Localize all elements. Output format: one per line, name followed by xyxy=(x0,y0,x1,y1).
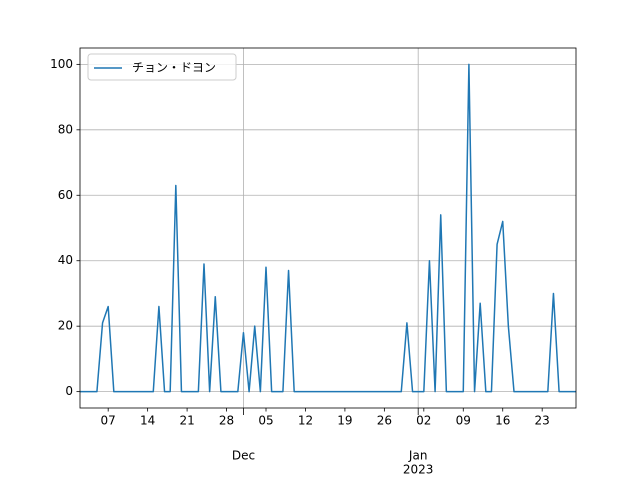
line xyxy=(80,63,576,393)
y-tick-label: 20 xyxy=(58,319,73,333)
x-tick-label: 26 xyxy=(377,414,392,428)
x-tick-label: 19 xyxy=(337,414,352,428)
x-tick-label: 05 xyxy=(258,414,273,428)
x-tick-label: Jan xyxy=(408,449,428,463)
y-tick-label: 80 xyxy=(58,122,73,136)
x-tick-label: Dec xyxy=(232,449,255,463)
x-tick-label: 16 xyxy=(495,414,510,428)
x-tick-label: 28 xyxy=(219,414,234,428)
x-tick-label: 09 xyxy=(456,414,471,428)
legend-label: チョン・ドヨン xyxy=(132,61,216,75)
x-tick-label: 02 xyxy=(416,414,431,428)
y-tick-label: 40 xyxy=(58,253,73,267)
y-tick-label: 0 xyxy=(65,384,73,398)
plot-frame xyxy=(79,47,577,409)
x-tick-label: 07 xyxy=(101,414,116,428)
y-tick-label: 100 xyxy=(50,57,73,71)
x-tick-label: 12 xyxy=(298,414,313,428)
x-tick-label: 14 xyxy=(140,414,155,428)
y-tick-label: 60 xyxy=(58,188,73,202)
x-tick-label: 21 xyxy=(179,414,194,428)
legend-box xyxy=(87,53,237,81)
x-offset-label: 2023 xyxy=(403,463,434,477)
x-tick-label: 23 xyxy=(535,414,550,428)
